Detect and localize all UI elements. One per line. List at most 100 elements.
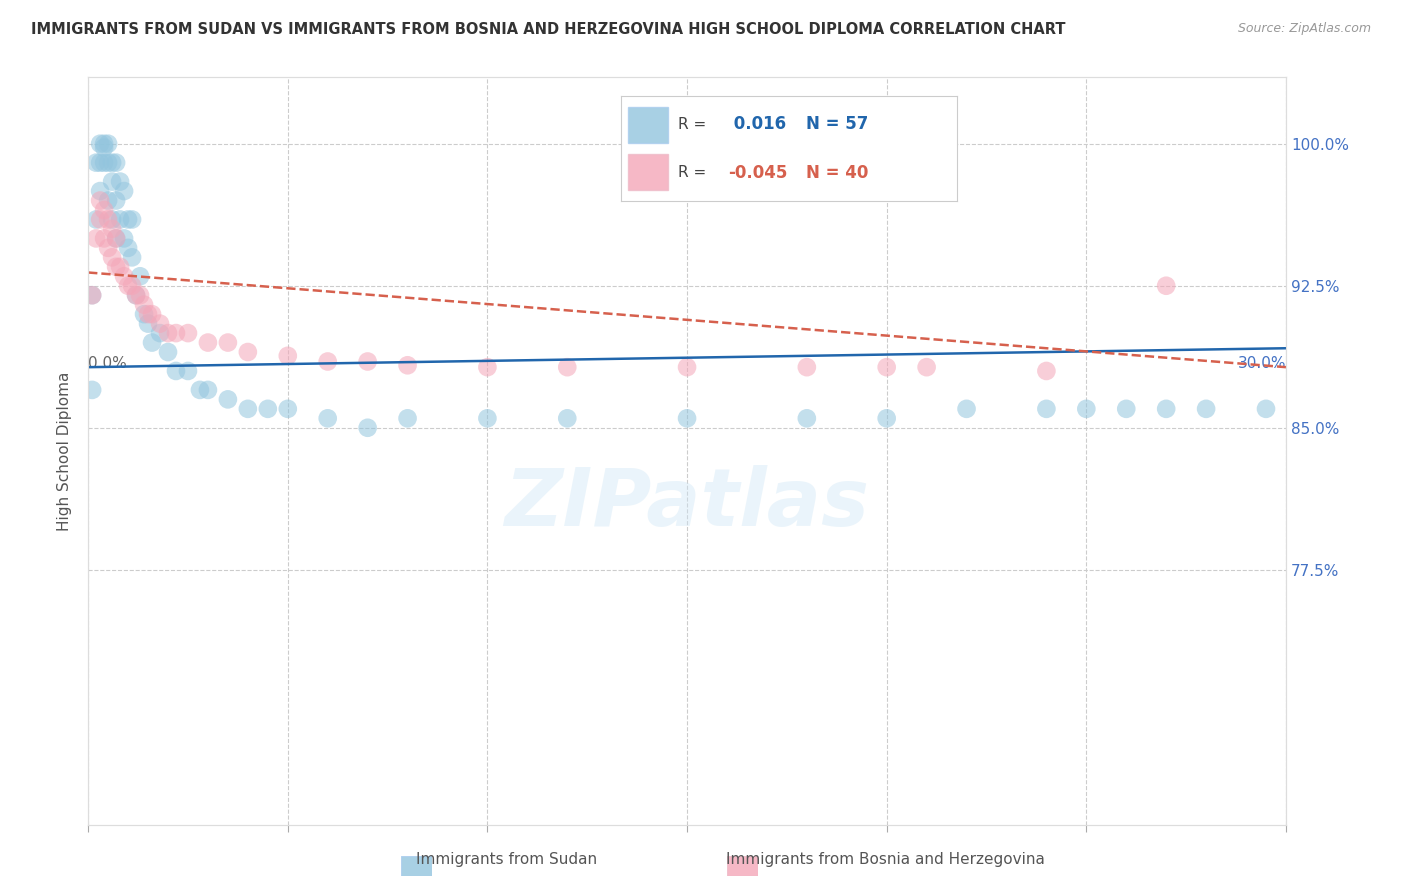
Point xyxy=(141,335,163,350)
Point xyxy=(132,298,155,312)
Text: 30.0%: 30.0% xyxy=(1237,356,1286,371)
Point xyxy=(121,212,143,227)
Text: 0.0%: 0.0% xyxy=(89,356,127,371)
Point xyxy=(177,364,200,378)
Point xyxy=(125,288,148,302)
Point xyxy=(121,278,143,293)
Point xyxy=(84,212,107,227)
Text: Source: ZipAtlas.com: Source: ZipAtlas.com xyxy=(1237,22,1371,36)
Point xyxy=(1035,364,1057,378)
Point xyxy=(129,269,152,284)
Point xyxy=(197,383,219,397)
Point xyxy=(676,411,699,425)
Point xyxy=(356,354,378,368)
Point xyxy=(149,326,172,340)
Point xyxy=(277,349,299,363)
Point xyxy=(82,288,104,302)
Point xyxy=(188,383,211,397)
Point xyxy=(277,401,299,416)
Point xyxy=(177,326,200,340)
Point xyxy=(112,231,135,245)
Point xyxy=(156,345,179,359)
Point xyxy=(97,241,120,255)
Point xyxy=(356,421,378,435)
Point xyxy=(97,136,120,151)
Text: IMMIGRANTS FROM SUDAN VS IMMIGRANTS FROM BOSNIA AND HERZEGOVINA HIGH SCHOOL DIPL: IMMIGRANTS FROM SUDAN VS IMMIGRANTS FROM… xyxy=(31,22,1066,37)
Point xyxy=(105,194,128,208)
Point xyxy=(108,175,131,189)
Point xyxy=(876,411,898,425)
Point xyxy=(101,251,124,265)
Point xyxy=(125,288,148,302)
Point xyxy=(101,175,124,189)
Point xyxy=(129,288,152,302)
Point xyxy=(165,364,187,378)
Point xyxy=(93,155,115,169)
Point xyxy=(915,360,938,375)
Point xyxy=(217,335,239,350)
Point xyxy=(105,231,128,245)
Point xyxy=(1035,401,1057,416)
Point xyxy=(105,231,128,245)
Point xyxy=(156,326,179,340)
Point xyxy=(1115,401,1137,416)
Point xyxy=(217,392,239,407)
Point xyxy=(236,401,259,416)
Point xyxy=(796,360,818,375)
Point xyxy=(101,155,124,169)
Point xyxy=(117,241,139,255)
Point xyxy=(477,360,499,375)
Point xyxy=(93,231,115,245)
Y-axis label: High School Diploma: High School Diploma xyxy=(58,372,72,531)
Point xyxy=(89,194,111,208)
Point xyxy=(796,411,818,425)
Point xyxy=(555,411,578,425)
Point xyxy=(84,155,107,169)
Point xyxy=(89,212,111,227)
Point xyxy=(101,222,124,236)
Point xyxy=(396,359,419,373)
Point xyxy=(82,288,104,302)
Point xyxy=(93,136,115,151)
Point xyxy=(136,317,159,331)
Point xyxy=(1076,401,1098,416)
Point xyxy=(112,269,135,284)
Point xyxy=(1154,278,1177,293)
Point xyxy=(105,155,128,169)
Text: Immigrants from Sudan: Immigrants from Sudan xyxy=(416,852,596,867)
Point xyxy=(477,411,499,425)
Point xyxy=(676,360,699,375)
Point xyxy=(316,411,339,425)
Point xyxy=(97,155,120,169)
Point xyxy=(112,184,135,198)
Point xyxy=(97,212,120,227)
Point xyxy=(97,194,120,208)
Point xyxy=(236,345,259,359)
Point xyxy=(1154,401,1177,416)
Point xyxy=(101,212,124,227)
Point xyxy=(93,202,115,217)
Point xyxy=(117,212,139,227)
Text: ZIPatlas: ZIPatlas xyxy=(505,465,869,543)
Point xyxy=(555,360,578,375)
Point xyxy=(876,360,898,375)
Point xyxy=(105,260,128,274)
Point xyxy=(141,307,163,321)
Point xyxy=(316,354,339,368)
Point xyxy=(1254,401,1277,416)
Point xyxy=(89,184,111,198)
Point xyxy=(197,335,219,350)
Point xyxy=(955,401,977,416)
Point xyxy=(108,212,131,227)
Point xyxy=(93,140,115,154)
Point xyxy=(256,401,278,416)
Point xyxy=(108,260,131,274)
Text: Immigrants from Bosnia and Herzegovina: Immigrants from Bosnia and Herzegovina xyxy=(727,852,1045,867)
Point xyxy=(121,251,143,265)
Point xyxy=(396,411,419,425)
Point xyxy=(132,307,155,321)
Point xyxy=(117,278,139,293)
Point xyxy=(82,383,104,397)
Point xyxy=(149,317,172,331)
Point xyxy=(165,326,187,340)
